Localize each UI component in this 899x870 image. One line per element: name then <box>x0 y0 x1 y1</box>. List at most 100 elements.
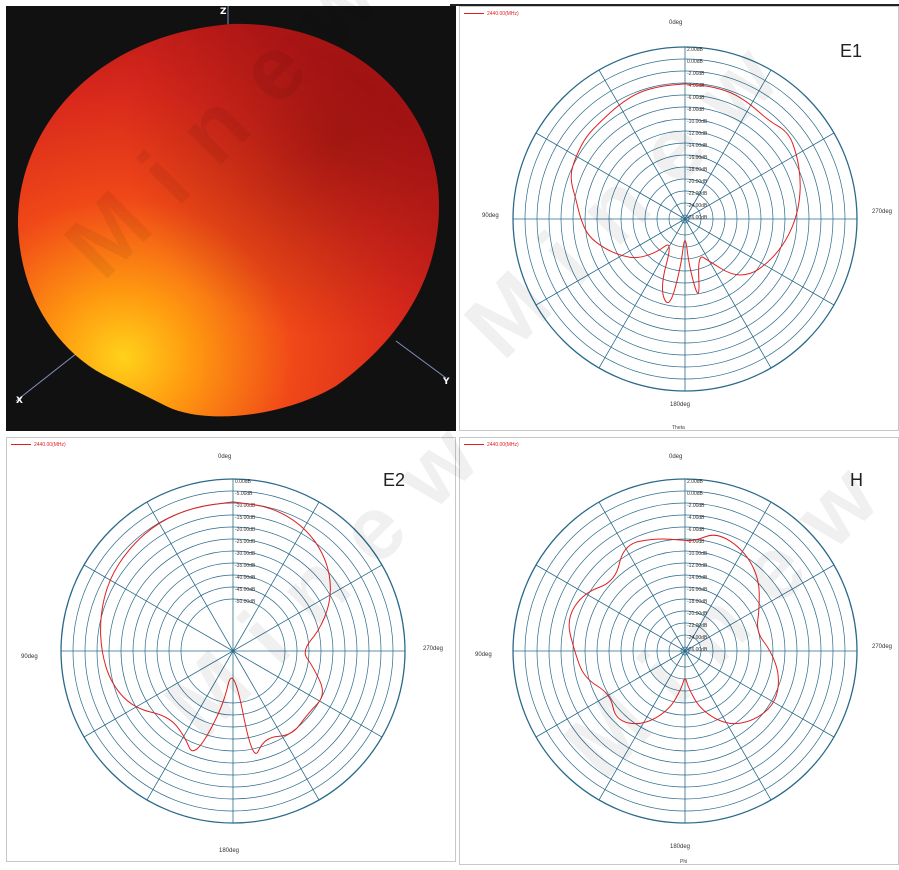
plot-label-e1: E1 <box>840 41 863 61</box>
polar-ring-label: -25.00dB <box>235 539 256 545</box>
polar-spoke <box>598 650 686 801</box>
polar-spoke <box>684 650 772 801</box>
angle-bottom-e2: 180deg <box>219 848 240 854</box>
x-axis-line <box>15 345 87 402</box>
polar-trace-e2 <box>100 501 331 754</box>
plot-label-e2: E2 <box>383 470 406 490</box>
polar-spoke <box>232 501 320 652</box>
polar-svg-e2: 0.00dB -5.00dB -10.00dB -15.00dB -20.00dB -25… <box>60 478 406 824</box>
polar-ring-label: -16.00dB <box>687 587 708 593</box>
polar-spoke <box>146 501 234 652</box>
polar-ring-label: -26.00dB <box>687 647 708 653</box>
polar-svg-e1: 2.00dB 0.00dB -2.00dB -4.00dB -6.00dB -8.00dB… <box>512 46 858 392</box>
polar-ring-label: 0.00dB <box>687 59 704 65</box>
polar-trace-h <box>568 534 779 725</box>
polar-ring-label: -6.00dB <box>687 95 705 101</box>
polar-spoke <box>684 218 772 369</box>
polar-ring-label: -50.00dB <box>235 599 256 605</box>
axis-title-e1: Theta <box>672 425 685 431</box>
legend-line-icon <box>11 444 31 446</box>
angle-top-e1: 0deg <box>669 20 683 26</box>
polar-ring-label: -2.00dB <box>687 503 705 509</box>
polar-spoke <box>684 501 772 652</box>
legend-e2-text: 2440.00(MHz) <box>34 442 66 448</box>
polar-ring-label: -35.00dB <box>235 563 256 569</box>
polar-svg-h: 2.00dB 0.00dB -2.00dB -4.00dB -6.00dB -8.00dB… <box>512 478 858 824</box>
polar-ring-label: -45.00dB <box>235 587 256 593</box>
top-border-line <box>450 4 899 6</box>
y-axis-line <box>395 340 447 379</box>
polar-spoke <box>598 501 686 652</box>
angle-top-h: 0deg <box>669 454 683 460</box>
polar-ring-label: -4.00dB <box>687 515 705 521</box>
polar-trace-e1 <box>570 83 801 304</box>
polar-ring-label: -24.00dB <box>687 635 708 641</box>
polar-ring-label: -22.00dB <box>687 623 708 629</box>
polar-spoke <box>232 650 320 801</box>
polar-ring-label: -10.00dB <box>235 503 256 509</box>
angle-left-h: 90deg <box>475 652 492 658</box>
axis-title-h: Phi <box>680 859 688 865</box>
radiation-3d-panel: Z X Y <box>6 6 456 431</box>
polar-ring-label: -26.00dB <box>687 215 708 221</box>
polar-spoke <box>535 132 686 220</box>
polar-spoke <box>232 564 383 652</box>
polar-spoke <box>535 650 686 738</box>
radiation-3d-shade <box>17 23 440 417</box>
polar-ring-label: -22.00dB <box>687 191 708 197</box>
legend-line-icon <box>464 13 484 15</box>
polar-spoke <box>684 218 835 306</box>
polar-spoke <box>83 650 234 738</box>
polar-plot-e1: 2440.00(MHz) E1 0deg 90deg 270deg 180deg… <box>459 6 899 431</box>
polar-ring-label: -18.00dB <box>687 167 708 173</box>
polar-ring-label: 2.00dB <box>687 47 704 53</box>
polar-ring-label: -2.00dB <box>687 71 705 77</box>
angle-right-e2: 270deg <box>423 646 444 652</box>
polar-ring-label: -12.00dB <box>687 131 708 137</box>
legend-line-icon <box>464 444 484 446</box>
polar-spoke <box>535 564 686 652</box>
plot-label-h: H <box>850 470 863 490</box>
angle-right-e1: 270deg <box>872 209 893 215</box>
z-axis-label: Z <box>220 7 227 17</box>
polar-spoke <box>684 650 835 738</box>
polar-ring-label: -8.00dB <box>687 107 705 113</box>
polar-spoke <box>83 564 234 652</box>
angle-left-e1: 90deg <box>482 213 499 219</box>
polar-ring-label: -10.00dB <box>687 551 708 557</box>
angle-left-e2: 90deg <box>21 654 38 660</box>
polar-ring-label: -18.00dB <box>687 599 708 605</box>
legend-e2: 2440.00(MHz) <box>11 442 66 448</box>
polar-ring-label: -24.00dB <box>687 203 708 209</box>
polar-ring-label: -40.00dB <box>235 575 256 581</box>
polar-plot-h: 2440.00(MHz) H 0deg 90deg 270deg 180deg … <box>459 437 899 865</box>
polar-spoke <box>598 69 686 220</box>
polar-spoke <box>598 218 686 369</box>
polar-ring-label: -20.00dB <box>235 527 256 533</box>
radiation-3d-svg: Z X Y <box>15 6 450 417</box>
polar-spoke <box>232 650 383 738</box>
angle-bottom-h: 180deg <box>670 844 691 850</box>
polar-spoke <box>684 132 835 220</box>
angle-top-e2: 0deg <box>218 454 232 460</box>
legend-h-text: 2440.00(MHz) <box>487 442 519 448</box>
polar-ring-label: -12.00dB <box>687 563 708 569</box>
legend-h: 2440.00(MHz) <box>464 442 519 448</box>
polar-ring-label: -14.00dB <box>687 143 708 149</box>
polar-plot-e2: 2440.00(MHz) E2 0deg 90deg 270deg 180deg… <box>6 437 456 862</box>
polar-ring-label: -4.00dB <box>687 83 705 89</box>
x-axis-label: X <box>16 396 23 406</box>
polar-ring-label: -15.00dB <box>235 515 256 521</box>
legend-e1: 2440.00(MHz) <box>464 11 519 17</box>
polar-ring-label: -20.00dB <box>687 179 708 185</box>
polar-ring-label: -10.00dB <box>687 119 708 125</box>
polar-spoke <box>535 218 686 306</box>
polar-spoke <box>684 69 772 220</box>
polar-spoke <box>684 564 835 652</box>
polar-ring-label: -20.00dB <box>687 611 708 617</box>
polar-ring-label: 0.00dB <box>687 491 704 497</box>
polar-spoke <box>146 650 234 801</box>
legend-e1-text: 2440.00(MHz) <box>487 11 519 17</box>
y-axis-label: Y <box>442 377 450 387</box>
polar-ring-label: -14.00dB <box>687 575 708 581</box>
